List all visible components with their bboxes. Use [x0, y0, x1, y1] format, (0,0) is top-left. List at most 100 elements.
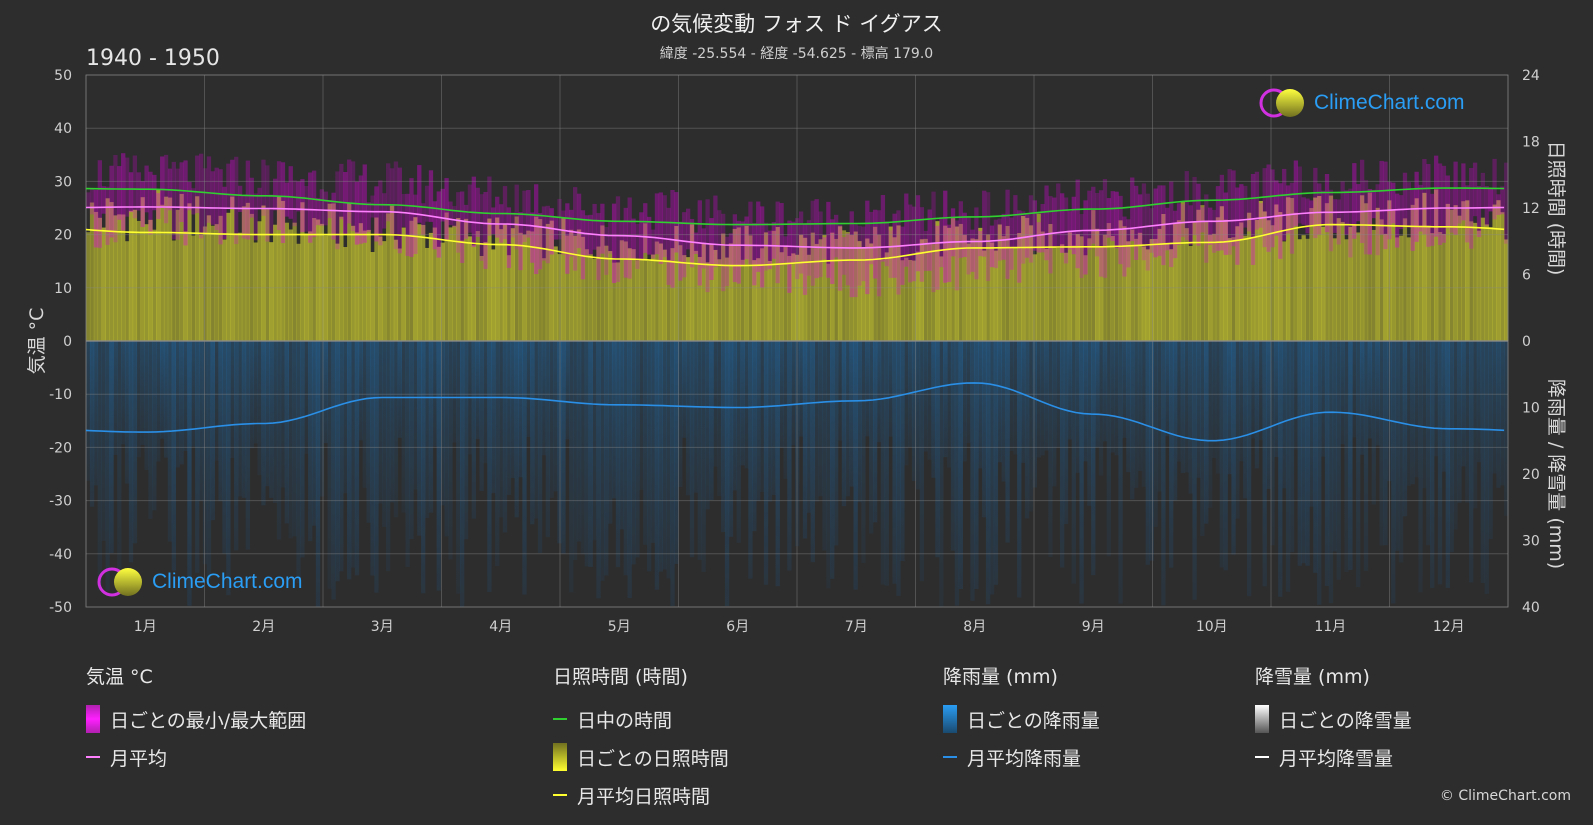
temp-range-bar — [1453, 161, 1458, 235]
sunshine-bar — [1044, 248, 1049, 341]
sunshine-bar — [1013, 246, 1018, 341]
temp-range-bar — [962, 212, 967, 257]
rain-bar — [1188, 341, 1193, 494]
rain-bar — [802, 341, 808, 539]
sunshine-bar — [674, 225, 679, 341]
sunshine-bar — [600, 225, 605, 341]
sunshine-bar — [756, 258, 761, 341]
temp-range-bar — [635, 223, 640, 269]
sunshine-bar — [93, 211, 99, 341]
temp-range-bar — [756, 201, 761, 272]
rain-bar — [1348, 341, 1353, 570]
rain-bar — [611, 341, 617, 499]
sunshine-bar — [491, 249, 496, 341]
sunshine-bar — [1239, 222, 1244, 341]
temp-range-bar — [1457, 189, 1462, 224]
sunshine-bar — [284, 222, 289, 341]
sunshine-bar — [498, 229, 504, 341]
snow-bar-swatch — [1255, 705, 1269, 733]
temp-range-bar — [113, 155, 118, 243]
temp-range-bar — [249, 177, 254, 218]
sunshine-bar — [202, 226, 208, 341]
rain-bar — [1406, 341, 1412, 486]
rain-bar — [1313, 341, 1318, 573]
legend-snow: 降雪量 (mm) 日ごとの降雪量 月平均降雪量 — [1255, 662, 1412, 776]
rain-bar — [892, 341, 897, 584]
temp-range-bar — [1149, 208, 1154, 253]
sunshine-bar — [545, 223, 551, 341]
rain-bar — [1153, 341, 1158, 527]
y3-tick-label: 20 — [1522, 467, 1540, 483]
rain-bar — [908, 341, 913, 448]
temp-range-bar — [308, 172, 313, 243]
rain-bar — [915, 341, 921, 490]
sunshine-bar — [1227, 238, 1232, 341]
snow-mean-swatch — [1255, 756, 1269, 758]
temp-range-bar — [982, 190, 987, 257]
copyright: © ClimeChart.com — [1439, 788, 1571, 804]
temp-range-bar — [834, 214, 839, 258]
rain-bar — [670, 341, 675, 607]
temp-range-bar — [779, 203, 784, 266]
sunshine-bar — [1332, 238, 1337, 341]
sunshine-bar — [156, 189, 161, 341]
rain-bar — [483, 341, 488, 464]
temp-range-bar — [1297, 166, 1302, 224]
rain-bar — [541, 341, 547, 456]
temp-range-bar — [954, 220, 960, 291]
sunshine-bar — [1137, 232, 1143, 341]
temp-range-bar — [565, 203, 570, 274]
sunshine-bar — [288, 229, 293, 341]
sunshine-bar — [1114, 247, 1119, 341]
sunshine-bar — [1083, 255, 1088, 341]
sunshine-bar — [428, 232, 434, 341]
sunshine-bar — [385, 213, 391, 341]
temp-range-bar — [1102, 179, 1108, 278]
rain-bar — [234, 341, 239, 551]
rain-bar — [810, 341, 815, 563]
temp-range-bar — [1153, 188, 1158, 258]
temp-range-bar — [989, 225, 995, 268]
rain-bar — [623, 341, 628, 576]
sunshine-bar — [1192, 221, 1197, 341]
temp-range-bar — [86, 192, 91, 208]
rain-bar — [982, 341, 987, 518]
sunshine-bar — [276, 196, 282, 341]
sunshine-bar — [822, 235, 827, 341]
rain-bar — [822, 341, 827, 551]
rain-bar — [674, 341, 679, 564]
temp-range-bar — [1367, 189, 1373, 255]
sunshine-bar — [378, 236, 383, 341]
rain-bar — [705, 341, 710, 510]
sunshine-bar — [1437, 232, 1443, 341]
temp-range-bar — [791, 221, 796, 264]
temp-range-bar — [810, 200, 815, 286]
temp-range-bar — [666, 207, 671, 285]
temp-range-bar — [1336, 199, 1341, 245]
rain-bar — [1363, 341, 1369, 571]
temp-range-bar — [1106, 198, 1112, 238]
rain-bar — [900, 341, 905, 562]
rain-bar — [534, 341, 539, 519]
rain-bar — [1235, 341, 1240, 519]
rain-bar — [362, 341, 367, 488]
temp-range-bar — [109, 165, 114, 238]
temp-range-bar — [323, 191, 328, 226]
rain-bar — [1246, 341, 1252, 597]
temp-range-bar — [1445, 175, 1450, 229]
sunshine-bar — [405, 234, 410, 341]
rain-bar — [814, 341, 819, 502]
sunshine-bar — [1040, 231, 1045, 341]
sunshine-bar — [315, 219, 321, 341]
sunshine-bar — [140, 197, 145, 341]
logo-bottom[interactable]: ClimeChart.com — [96, 565, 303, 599]
rain-bar — [1208, 341, 1213, 508]
sunshine-bar — [171, 240, 177, 341]
logo-top[interactable]: ClimeChart.com — [1258, 86, 1465, 120]
x-tick-label: 8月 — [963, 619, 986, 635]
sunshine-bar — [362, 230, 367, 341]
temp-range-bar — [1110, 191, 1115, 242]
rain-bar — [1079, 341, 1084, 604]
sunshine-bar — [1336, 218, 1341, 341]
